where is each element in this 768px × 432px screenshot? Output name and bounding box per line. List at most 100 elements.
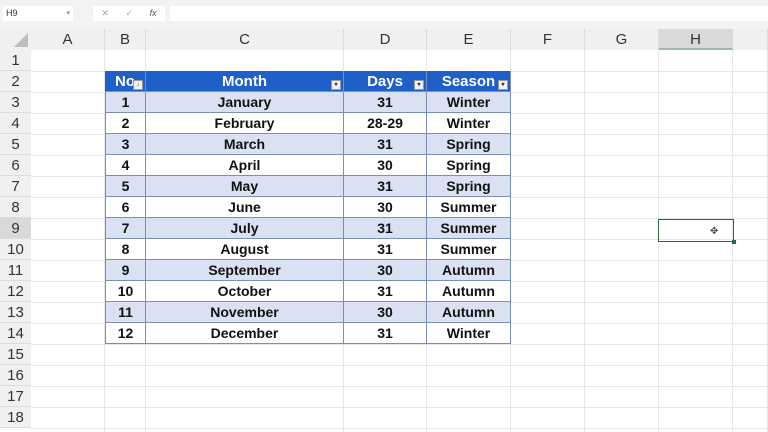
table-cell[interactable]: Winter	[427, 113, 511, 134]
table-cell[interactable]: 3	[105, 134, 146, 155]
table-cell[interactable]: 12	[105, 323, 146, 344]
table-cell[interactable]: Spring	[427, 155, 511, 176]
table-cell[interactable]: 30	[344, 197, 427, 218]
row-header-13[interactable]: 13	[0, 302, 31, 323]
row-header-16[interactable]: 16	[0, 365, 31, 386]
table-cell[interactable]: March	[146, 134, 344, 155]
table-cell[interactable]: July	[146, 218, 344, 239]
column-header-f[interactable]: F	[511, 29, 585, 50]
row-header-17[interactable]: 17	[0, 386, 31, 407]
table-cell[interactable]: 28-29	[344, 113, 427, 134]
formula-bar: H9 ▾ ✕ ✓ fx	[0, 0, 768, 29]
column-header-i[interactable]	[733, 29, 768, 50]
row-header-8[interactable]: 8	[0, 197, 31, 218]
table-header-month: Month ▾	[146, 71, 344, 92]
row-header-11[interactable]: 11	[0, 260, 31, 281]
selected-cell-h9[interactable]	[658, 219, 736, 244]
filter-dropdown-icon[interactable]: ▾	[331, 80, 341, 90]
function-icon[interactable]: fx	[149, 8, 157, 18]
table-cell[interactable]: May	[146, 176, 344, 197]
table-cell[interactable]: April	[146, 155, 344, 176]
table-cell[interactable]: Summer	[427, 218, 511, 239]
table-cell[interactable]: 6	[105, 197, 146, 218]
table-cell[interactable]: Autumn	[427, 302, 511, 323]
table-cell[interactable]: Winter	[427, 92, 511, 113]
table-cell[interactable]: Autumn	[427, 260, 511, 281]
table-cell[interactable]: 30	[344, 260, 427, 281]
table-cell[interactable]: 31	[344, 281, 427, 302]
cursor-icon: ✥	[710, 226, 719, 237]
name-box-value: H9	[6, 8, 18, 18]
row-header-10[interactable]: 10	[0, 239, 31, 260]
table-cell[interactable]: December	[146, 323, 344, 344]
row-header-3[interactable]: 3	[0, 92, 31, 113]
chevron-down-icon[interactable]: ▾	[66, 10, 70, 17]
table-cell[interactable]: 31	[344, 92, 427, 113]
table-cell[interactable]: January	[146, 92, 344, 113]
table-cell[interactable]: September	[146, 260, 344, 281]
table-cell[interactable]: 7	[105, 218, 146, 239]
filter-dropdown-icon[interactable]: ▾	[498, 80, 508, 90]
row-header-1[interactable]: 1	[0, 50, 31, 71]
gridline	[31, 386, 768, 387]
column-header-g[interactable]: G	[585, 29, 659, 50]
table-cell[interactable]: Spring	[427, 134, 511, 155]
column-header-e[interactable]: E	[427, 29, 511, 50]
table-cell[interactable]: 31	[344, 323, 427, 344]
column-header-d[interactable]: D	[344, 29, 427, 50]
table-cell[interactable]: 4	[105, 155, 146, 176]
table-cell[interactable]: June	[146, 197, 344, 218]
table-cell[interactable]: 30	[344, 155, 427, 176]
gridline	[31, 428, 768, 429]
table-cell[interactable]: 8	[105, 239, 146, 260]
row-header-4[interactable]: 4	[0, 113, 31, 134]
column-header-b[interactable]: B	[105, 29, 146, 50]
gridline	[104, 50, 105, 432]
table-cell[interactable]: Spring	[427, 176, 511, 197]
table-cell[interactable]: November	[146, 302, 344, 323]
table-cell[interactable]: 31	[344, 176, 427, 197]
column-header-c[interactable]: C	[146, 29, 344, 50]
table-cell[interactable]: 9	[105, 260, 146, 281]
table-cell[interactable]: 31	[344, 239, 427, 260]
header-label: Season	[441, 73, 496, 90]
column-header-a[interactable]: A	[31, 29, 105, 50]
row-header-14[interactable]: 14	[0, 323, 31, 344]
sort-filter-icon[interactable]: ↓	[133, 80, 143, 90]
formula-input[interactable]	[170, 6, 768, 21]
gridline	[31, 407, 768, 408]
row-header-5[interactable]: 5	[0, 134, 31, 155]
table-cell[interactable]: 31	[344, 218, 427, 239]
select-all-button[interactable]	[0, 29, 31, 50]
filter-dropdown-icon[interactable]: ▾	[414, 80, 424, 90]
row-header-15[interactable]: 15	[0, 344, 31, 365]
gridline	[31, 344, 768, 345]
row-header-6[interactable]: 6	[0, 155, 31, 176]
table-cell[interactable]: October	[146, 281, 344, 302]
name-box[interactable]: H9 ▾	[3, 6, 73, 21]
table-cell[interactable]: Summer	[427, 239, 511, 260]
table-cell[interactable]: 30	[344, 302, 427, 323]
row-header-12[interactable]: 12	[0, 281, 31, 302]
table-cell[interactable]: 11	[105, 302, 146, 323]
table-header-season: Season ▾	[427, 71, 511, 92]
table-cell[interactable]: August	[146, 239, 344, 260]
row-header-7[interactable]: 7	[0, 176, 31, 197]
table-cell[interactable]: Autumn	[427, 281, 511, 302]
table-cell[interactable]: 31	[344, 134, 427, 155]
enter-icon[interactable]: ✓	[125, 8, 134, 18]
gridline	[584, 50, 585, 432]
row-header-18[interactable]: 18	[0, 407, 31, 428]
table-header-no: No ↓	[105, 71, 146, 92]
table-cell[interactable]: Summer	[427, 197, 511, 218]
table-cell[interactable]: 1	[105, 92, 146, 113]
row-header-9[interactable]: 9	[0, 218, 31, 239]
table-cell[interactable]: 2	[105, 113, 146, 134]
cancel-icon[interactable]: ✕	[101, 8, 109, 18]
table-cell[interactable]: February	[146, 113, 344, 134]
table-cell[interactable]: 10	[105, 281, 146, 302]
table-cell[interactable]: Winter	[427, 323, 511, 344]
table-cell[interactable]: 5	[105, 176, 146, 197]
column-header-h[interactable]: H	[659, 29, 733, 50]
row-header-2[interactable]: 2	[0, 71, 31, 92]
